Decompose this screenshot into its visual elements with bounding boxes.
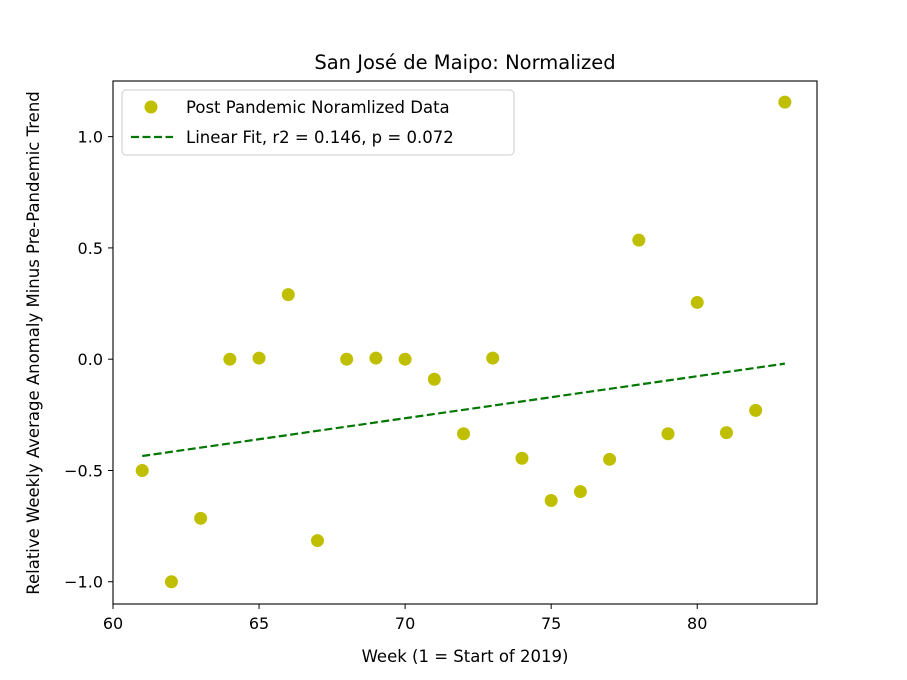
legend-label-data: Post Pandemic Noramlized Data (186, 98, 450, 117)
x-tick-label: 65 (249, 614, 269, 633)
chart-title: San José de Maipo: Normalized (314, 51, 615, 74)
points-layer (135, 95, 792, 589)
data-point (778, 95, 792, 109)
x-tick-label: 60 (103, 614, 123, 633)
legend: Post Pandemic Noramlized Data Linear Fit… (121, 89, 515, 156)
data-point (749, 403, 763, 417)
data-point (690, 295, 704, 309)
data-point (603, 452, 617, 466)
legend-box (121, 89, 515, 156)
data-point (340, 352, 354, 366)
fit-layer (142, 362, 786, 458)
data-point (223, 352, 237, 366)
data-point (457, 427, 471, 441)
plot-frame (112, 80, 818, 605)
data-point (310, 534, 324, 548)
plot-area (112, 80, 818, 605)
data-point (573, 485, 587, 499)
y-tick-label: −1.0 (64, 573, 103, 592)
data-point (719, 426, 733, 440)
x-tick-label: 75 (541, 614, 561, 633)
y-axis-label: Relative Weekly Average Anomaly Minus Pr… (24, 91, 43, 595)
data-point (252, 351, 266, 365)
x-axis: 60 65 70 75 80 (103, 604, 707, 633)
data-point (369, 351, 383, 365)
legend-label-fit: Linear Fit, r2 = 0.146, p = 0.072 (186, 128, 454, 147)
x-tick-label: 70 (395, 614, 415, 633)
data-point (398, 352, 412, 366)
data-point (486, 351, 500, 365)
data-point (661, 427, 675, 441)
x-tick-label: 80 (687, 614, 707, 633)
data-point (427, 372, 441, 386)
legend-marker-data (144, 100, 158, 114)
x-axis-label: Week (1 = Start of 2019) (362, 647, 569, 666)
data-point (544, 494, 558, 508)
data-point (164, 575, 178, 589)
data-point (194, 511, 208, 525)
y-tick-label: 0.0 (78, 350, 103, 369)
fit-line (142, 362, 786, 458)
data-point (515, 451, 529, 465)
y-axis: −1.0 −0.5 0.0 0.5 1.0 (64, 128, 113, 592)
y-tick-label: 1.0 (78, 128, 103, 147)
data-point (281, 288, 295, 302)
data-point (135, 463, 149, 477)
data-point (632, 233, 646, 247)
y-tick-label: −0.5 (64, 461, 103, 480)
y-tick-label: 0.5 (78, 239, 103, 258)
